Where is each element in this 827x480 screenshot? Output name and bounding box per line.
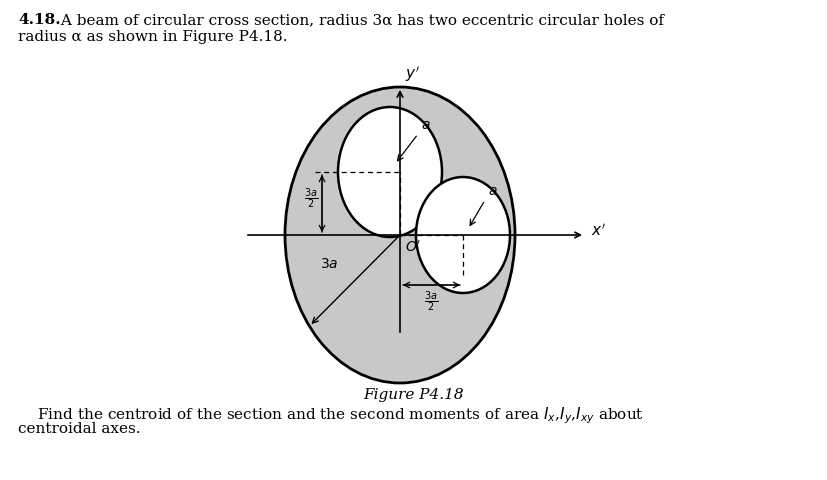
Text: $a$: $a$ — [487, 184, 497, 198]
Text: $3a$: $3a$ — [319, 256, 337, 270]
Text: $x'$: $x'$ — [590, 222, 605, 239]
Text: $O'$: $O'$ — [404, 240, 421, 255]
Text: Find the centroid of the section and the second moments of area $I_x$,$I_y$,$I_{: Find the centroid of the section and the… — [18, 404, 643, 425]
Ellipse shape — [284, 88, 514, 383]
Text: centroidal axes.: centroidal axes. — [18, 421, 141, 435]
Text: $y'$: $y'$ — [404, 64, 419, 84]
Text: radius α as shown in Figure P4.18.: radius α as shown in Figure P4.18. — [18, 30, 287, 44]
Text: $\frac{3a}{2}$: $\frac{3a}{2}$ — [424, 289, 438, 314]
Text: 4.18.: 4.18. — [18, 13, 60, 27]
Text: $a$: $a$ — [420, 118, 430, 132]
Text: Figure P4.18: Figure P4.18 — [363, 387, 464, 401]
Text: $\frac{3a}{2}$: $\frac{3a}{2}$ — [304, 186, 318, 210]
Ellipse shape — [415, 178, 509, 293]
Ellipse shape — [337, 108, 442, 238]
Text: A beam of circular cross section, radius 3α has two eccentric circular holes of: A beam of circular cross section, radius… — [56, 13, 663, 27]
